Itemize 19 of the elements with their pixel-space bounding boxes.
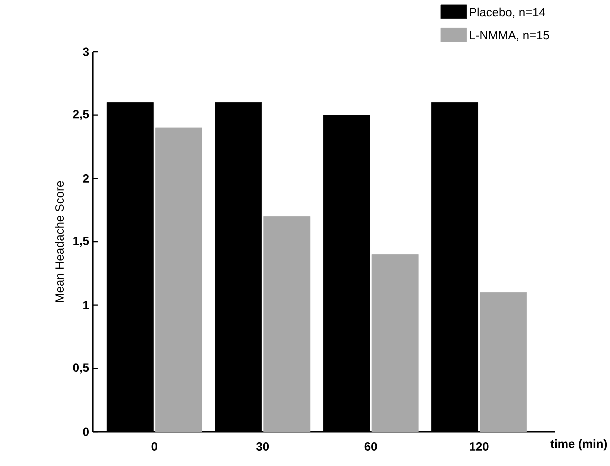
y-tick-label: 2 xyxy=(83,174,89,183)
y-tick-label: 2,5 xyxy=(73,110,90,120)
x-tick-label: 60 xyxy=(364,442,378,451)
bar xyxy=(155,128,202,432)
y-axis-title: Mean Headache Score xyxy=(55,181,64,302)
y-tick-label: 1,5 xyxy=(74,236,90,248)
bar xyxy=(264,216,311,432)
x-axis-title: time (min) xyxy=(550,440,608,451)
x-tick-label: 0 xyxy=(152,442,158,451)
bar xyxy=(480,292,527,432)
x-tick-label: 120 xyxy=(470,442,489,451)
legend-label: L-NMMA, n=15 xyxy=(470,31,550,42)
y-tick-label: 0 xyxy=(83,428,89,436)
y-tick-label: 0,5 xyxy=(73,364,90,374)
legend-label: Placebo, n=14 xyxy=(470,8,546,18)
x-tick-label: 30 xyxy=(256,442,270,451)
y-tick-label: 1 xyxy=(84,301,90,310)
y-tick-label: 3 xyxy=(83,48,90,56)
bar xyxy=(372,254,419,432)
